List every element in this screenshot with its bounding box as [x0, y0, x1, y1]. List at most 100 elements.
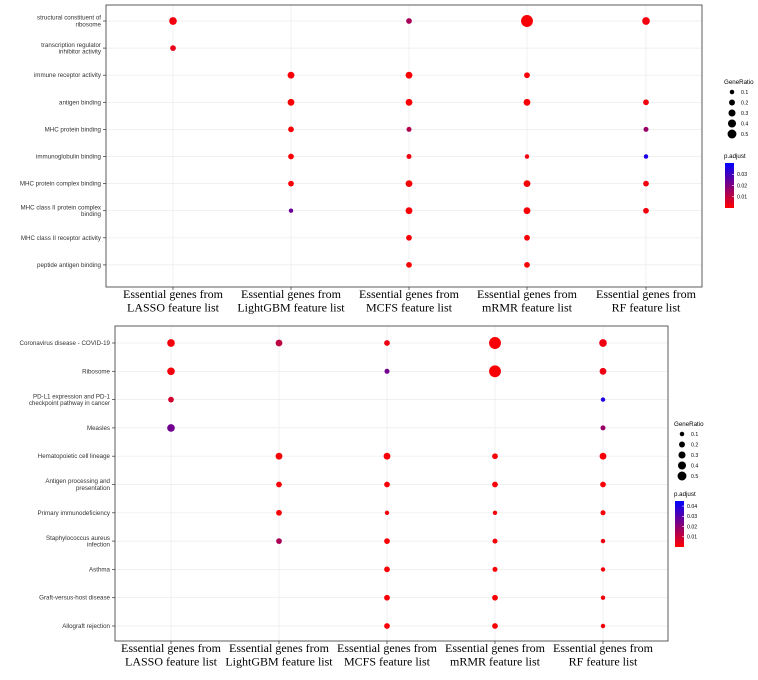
- color-legend-label: 0.03: [687, 514, 697, 520]
- enrichment-dot: [384, 368, 390, 374]
- enrichment-dot: [288, 153, 294, 160]
- color-legend-label: 0.01: [737, 195, 747, 201]
- enrichment-dot: [167, 339, 175, 347]
- x-tick-label: Essential genes from LightGBM feature lis…: [225, 641, 333, 669]
- color-legend-label: 0.01: [687, 535, 697, 541]
- enrichment-dot: [492, 594, 498, 601]
- y-tick-label: MHC class II receptor activity: [21, 235, 102, 242]
- enrichment-dot: [599, 339, 607, 347]
- y-tick-label: Ribosome: [82, 368, 110, 375]
- y-tick-label: Hematopoietic cell lineage: [38, 453, 111, 460]
- size-legend-dot: [679, 441, 685, 448]
- y-tick-label: Allograft rejection: [62, 623, 110, 630]
- enrichment-dot: [599, 367, 607, 375]
- size-legend-title: GeneRatio: [674, 421, 704, 428]
- enrichment-dot: [599, 452, 607, 460]
- x-tick-label: Essential genes from mRMR feature list: [445, 641, 546, 669]
- enrichment-dot: [405, 98, 413, 106]
- enrichment-dot: [287, 98, 295, 106]
- color-legend-label: 0.02: [737, 183, 747, 189]
- enrichment-dot: [600, 595, 606, 600]
- enrichment-dot: [492, 538, 498, 544]
- y-tick-label: structural constituent of ribosome: [37, 15, 102, 29]
- enrichment-dot: [275, 339, 283, 347]
- enrichment-dot: [600, 510, 606, 516]
- enrichment-dot: [492, 566, 498, 572]
- enrichment-dot: [170, 45, 176, 51]
- y-tick-label: peptide antigen binding: [37, 262, 102, 269]
- enrichment-dot: [384, 481, 390, 488]
- enrichment-dot: [489, 365, 501, 378]
- enrichment-dot: [600, 623, 606, 629]
- enrichment-dot: [405, 71, 413, 79]
- y-tick-label: Coronavirus disease - COVID-19: [20, 340, 111, 347]
- y-tick-label: MHC class II protein complex binding: [21, 204, 102, 218]
- y-tick-label: MHC protein complex binding: [20, 181, 102, 188]
- enrichment-dot: [405, 207, 413, 215]
- enrichment-dot: [643, 154, 649, 159]
- y-tick-label: immunoglobulin binding: [36, 154, 102, 161]
- y-tick-label: Graft-versus-host disease: [39, 595, 110, 602]
- y-tick-label: transcription regulator inhibitor activit…: [41, 42, 102, 56]
- enrichment-dot: [287, 71, 295, 79]
- enrichment-dot: [169, 17, 177, 25]
- enrichment-dot: [600, 538, 606, 544]
- enrichment-dot: [384, 510, 390, 516]
- color-legend-label: 0.04: [687, 504, 697, 510]
- x-tick-label: Essential genes from MCFS feature list: [359, 287, 460, 315]
- enrichment-dot: [523, 207, 531, 215]
- size-legend-dot: [727, 119, 737, 128]
- enrichment-dot: [600, 481, 606, 488]
- enrichment-dot: [276, 509, 282, 516]
- size-legend-label: 0.4: [741, 121, 748, 127]
- y-tick-label: MHC protein binding: [45, 126, 102, 133]
- enrichment-dot: [492, 510, 498, 516]
- size-legend-dot: [677, 461, 687, 470]
- enrichment-dot: [600, 397, 606, 402]
- enrichment-dot: [384, 623, 390, 629]
- enrichment-dot: [643, 180, 649, 187]
- enrichment-dot: [384, 594, 390, 601]
- enrichment-dot: [521, 15, 533, 27]
- size-legend-label: 0.5: [741, 132, 748, 138]
- kegg-pathways-dotplot: Coronavirus disease - COVID-19 Ribosome PD…: [20, 325, 704, 669]
- enrichment-dot: [406, 234, 412, 241]
- enrichment-dot: [643, 126, 649, 132]
- y-tick-label: PD-L1 expression and PD-1 checkpoint path…: [29, 393, 111, 407]
- enrichment-dot: [405, 180, 413, 187]
- enrichment-dot: [643, 99, 649, 106]
- size-legend-dot: [728, 109, 736, 117]
- enrichment-dot: [275, 452, 283, 460]
- size-legend-label: 0.2: [741, 100, 748, 106]
- color-legend-label: 0.02: [687, 524, 697, 530]
- enrichment-dot: [406, 262, 412, 268]
- color-legend-title: p.adjust: [674, 491, 696, 498]
- enrichment-dot: [492, 481, 498, 488]
- size-legend-label: 0.3: [741, 111, 748, 117]
- x-tick-label: Essential genes from MCFS feature list: [337, 641, 438, 669]
- plot-frame: [105, 4, 703, 288]
- x-tick-label: Essential genes from RF feature list: [596, 287, 697, 315]
- enrichment-dot: [524, 72, 530, 79]
- size-legend-dot: [679, 431, 685, 437]
- enrichment-dot: [523, 98, 531, 106]
- plot-frame: [114, 325, 669, 642]
- size-legend-dot: [729, 89, 735, 95]
- color-legend-bar: [725, 163, 734, 208]
- enrichment-dot: [406, 18, 412, 24]
- enrichment-dot: [276, 538, 282, 544]
- y-tick-label: Staphylococcus aureus infection: [46, 535, 111, 549]
- enrichment-dot: [524, 154, 530, 159]
- size-legend-label: 0.3: [691, 453, 698, 459]
- y-tick-label: immune receptor activity: [34, 72, 102, 79]
- size-legend-dot: [727, 129, 737, 139]
- size-legend-dot: [729, 99, 735, 106]
- enrichment-dot: [643, 207, 649, 214]
- y-tick-label: antigen binding: [59, 99, 102, 106]
- enrichment-dot: [288, 208, 294, 213]
- size-legend-label: 0.1: [741, 90, 748, 96]
- enrichment-dot: [406, 153, 412, 160]
- enrichment-dot: [167, 367, 175, 376]
- enrichment-dot: [523, 180, 531, 187]
- y-tick-label: Asthma: [89, 566, 111, 573]
